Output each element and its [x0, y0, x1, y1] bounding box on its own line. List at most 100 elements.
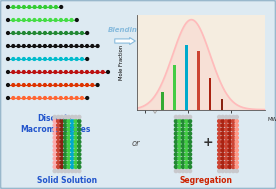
Circle shape: [185, 124, 188, 127]
Circle shape: [174, 124, 177, 127]
Circle shape: [71, 149, 74, 152]
Circle shape: [17, 97, 20, 99]
Circle shape: [228, 128, 231, 131]
Circle shape: [225, 165, 228, 168]
Circle shape: [232, 128, 235, 131]
Circle shape: [232, 144, 235, 148]
Circle shape: [221, 161, 224, 164]
Circle shape: [74, 132, 77, 135]
Bar: [197, 51, 200, 110]
Circle shape: [67, 124, 70, 127]
Circle shape: [22, 84, 25, 86]
Circle shape: [38, 58, 41, 60]
Circle shape: [185, 144, 188, 148]
Circle shape: [221, 149, 224, 152]
Text: Segregation: Segregation: [179, 176, 232, 185]
Circle shape: [75, 32, 78, 34]
Circle shape: [86, 58, 89, 60]
Circle shape: [174, 149, 177, 152]
Circle shape: [189, 144, 192, 148]
Circle shape: [225, 120, 228, 123]
Text: Crystallization: Crystallization: [161, 101, 206, 105]
Circle shape: [57, 153, 60, 156]
Circle shape: [228, 140, 231, 143]
Circle shape: [53, 157, 56, 160]
Circle shape: [218, 157, 221, 160]
Circle shape: [7, 58, 9, 60]
Circle shape: [49, 97, 52, 99]
Circle shape: [178, 136, 181, 139]
Circle shape: [178, 124, 181, 127]
Circle shape: [57, 157, 60, 160]
Circle shape: [28, 71, 30, 73]
Circle shape: [78, 144, 81, 148]
Circle shape: [74, 161, 77, 164]
Circle shape: [221, 124, 224, 127]
Circle shape: [57, 144, 60, 148]
Circle shape: [38, 97, 41, 99]
Circle shape: [96, 45, 99, 47]
Circle shape: [75, 58, 78, 60]
Circle shape: [38, 84, 41, 86]
Circle shape: [64, 120, 67, 123]
Circle shape: [228, 136, 231, 139]
Circle shape: [22, 32, 25, 34]
Circle shape: [60, 6, 63, 8]
Circle shape: [181, 140, 185, 143]
Circle shape: [181, 115, 185, 119]
Y-axis label: Mole Fraction: Mole Fraction: [119, 45, 124, 80]
Circle shape: [71, 128, 74, 131]
Circle shape: [225, 132, 228, 135]
Circle shape: [232, 132, 235, 135]
Circle shape: [49, 84, 52, 86]
Circle shape: [64, 128, 67, 131]
Circle shape: [39, 6, 41, 8]
Circle shape: [225, 149, 228, 152]
Circle shape: [235, 165, 238, 168]
Circle shape: [221, 144, 224, 148]
Circle shape: [74, 128, 77, 131]
Circle shape: [33, 97, 36, 99]
Circle shape: [64, 153, 67, 156]
Circle shape: [53, 120, 56, 123]
Circle shape: [75, 97, 78, 99]
Circle shape: [235, 124, 238, 127]
Circle shape: [64, 132, 67, 135]
Circle shape: [60, 124, 63, 127]
Circle shape: [174, 144, 177, 148]
Circle shape: [60, 128, 63, 131]
Circle shape: [78, 120, 81, 123]
Circle shape: [189, 140, 192, 143]
Circle shape: [221, 153, 224, 156]
Circle shape: [54, 84, 57, 86]
Circle shape: [28, 58, 31, 60]
Circle shape: [218, 136, 221, 139]
Circle shape: [189, 115, 192, 119]
Circle shape: [221, 115, 224, 119]
Circle shape: [74, 115, 77, 119]
Circle shape: [185, 161, 188, 164]
Circle shape: [178, 132, 181, 135]
Circle shape: [70, 84, 73, 86]
Circle shape: [181, 144, 185, 148]
Circle shape: [232, 165, 235, 168]
Circle shape: [12, 97, 15, 99]
Circle shape: [12, 45, 15, 47]
Circle shape: [225, 136, 228, 139]
Circle shape: [189, 161, 192, 164]
Circle shape: [12, 6, 15, 8]
Circle shape: [174, 132, 177, 135]
Circle shape: [185, 136, 188, 139]
Circle shape: [218, 144, 221, 148]
Circle shape: [80, 71, 83, 73]
Circle shape: [178, 161, 181, 164]
Circle shape: [78, 132, 81, 135]
Circle shape: [235, 136, 238, 139]
Circle shape: [57, 128, 60, 131]
Circle shape: [57, 165, 60, 168]
Circle shape: [174, 140, 177, 143]
Circle shape: [235, 157, 238, 160]
Circle shape: [218, 124, 221, 127]
Circle shape: [189, 153, 192, 156]
Circle shape: [33, 45, 36, 47]
